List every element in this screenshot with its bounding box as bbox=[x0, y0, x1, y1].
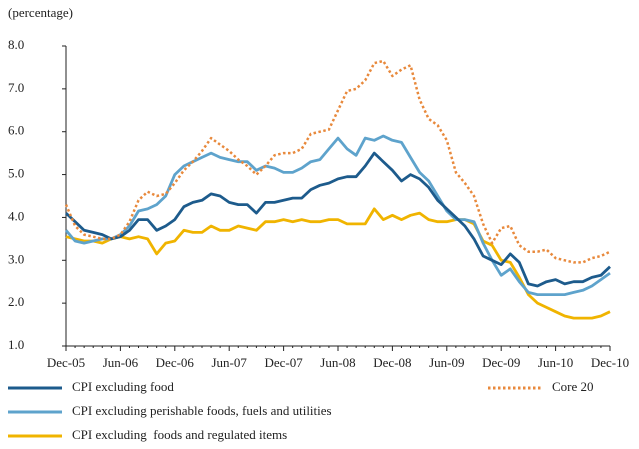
x-tick-label: Dec-06 bbox=[156, 355, 195, 370]
legend-label: Core 20 bbox=[552, 379, 594, 394]
x-tick-label: Jun-08 bbox=[320, 355, 355, 370]
series-line bbox=[64, 59, 611, 264]
x-tick-label: Jun-09 bbox=[429, 355, 464, 370]
y-axis-label: (percentage) bbox=[8, 5, 73, 20]
x-tick-label: Dec-05 bbox=[47, 355, 85, 370]
x-tick-label: Dec-10 bbox=[591, 355, 629, 370]
y-tick-label: 6.0 bbox=[8, 123, 24, 138]
x-tick-label: Jun-10 bbox=[538, 355, 573, 370]
y-tick-label: 5.0 bbox=[8, 166, 24, 181]
series-line bbox=[65, 207, 611, 320]
y-tick-label: 3.0 bbox=[8, 251, 24, 266]
legend-label: CPI excluding perishable foods, fuels an… bbox=[72, 403, 332, 418]
y-tick-label: 4.0 bbox=[8, 208, 24, 223]
y-tick-label: 2.0 bbox=[8, 294, 24, 309]
series-line bbox=[64, 134, 611, 296]
x-tick-label: Dec-07 bbox=[264, 355, 303, 370]
y-tick-label: 7.0 bbox=[8, 80, 24, 95]
x-tick-label: Dec-09 bbox=[482, 355, 520, 370]
series-line bbox=[65, 151, 611, 288]
x-tick-label: Jun-06 bbox=[103, 355, 139, 370]
y-tick-label: 1.0 bbox=[8, 337, 24, 352]
x-tick-label: Dec-08 bbox=[373, 355, 411, 370]
x-tick-label: Jun-07 bbox=[212, 355, 248, 370]
y-tick-label: 8.0 bbox=[8, 37, 24, 52]
legend-label: CPI excluding foods and regulated items bbox=[72, 427, 287, 442]
legend-label: CPI excluding food bbox=[72, 379, 174, 394]
